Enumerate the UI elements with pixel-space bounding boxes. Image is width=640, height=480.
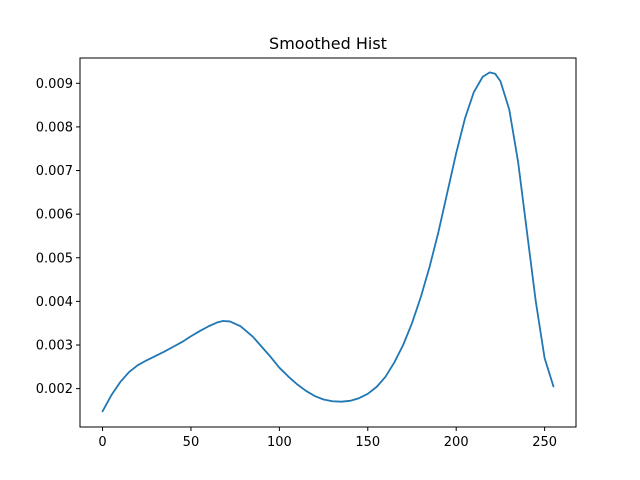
y-tick-label: 0.006 <box>36 208 73 223</box>
y-tick-label: 0.005 <box>36 251 73 266</box>
y-tick-label: 0.002 <box>36 382 73 397</box>
x-tick-label: 150 <box>355 435 380 450</box>
x-axis: 0 50 100 150 200 250 <box>98 427 557 450</box>
x-tick-label: 250 <box>532 435 557 450</box>
x-tick-label: 0 <box>98 435 106 450</box>
plot-area <box>101 71 555 413</box>
series-line-0 <box>101 71 555 413</box>
y-tick-label: 0.009 <box>36 77 73 92</box>
y-axis: 0.002 0.003 0.004 0.005 0.006 0.007 0.008 0.009 <box>36 77 80 397</box>
plot-frame <box>79 57 577 428</box>
y-tick-label: 0.007 <box>36 164 73 179</box>
y-tick-label: 0.003 <box>36 339 73 354</box>
chart-title: Smoothed Hist <box>269 34 387 53</box>
y-tick-label: 0.008 <box>36 120 73 135</box>
x-tick-label: 200 <box>444 435 469 450</box>
x-tick-label: 50 <box>183 435 200 450</box>
x-tick-label: 100 <box>267 435 292 450</box>
y-tick-label: 0.004 <box>36 295 73 310</box>
